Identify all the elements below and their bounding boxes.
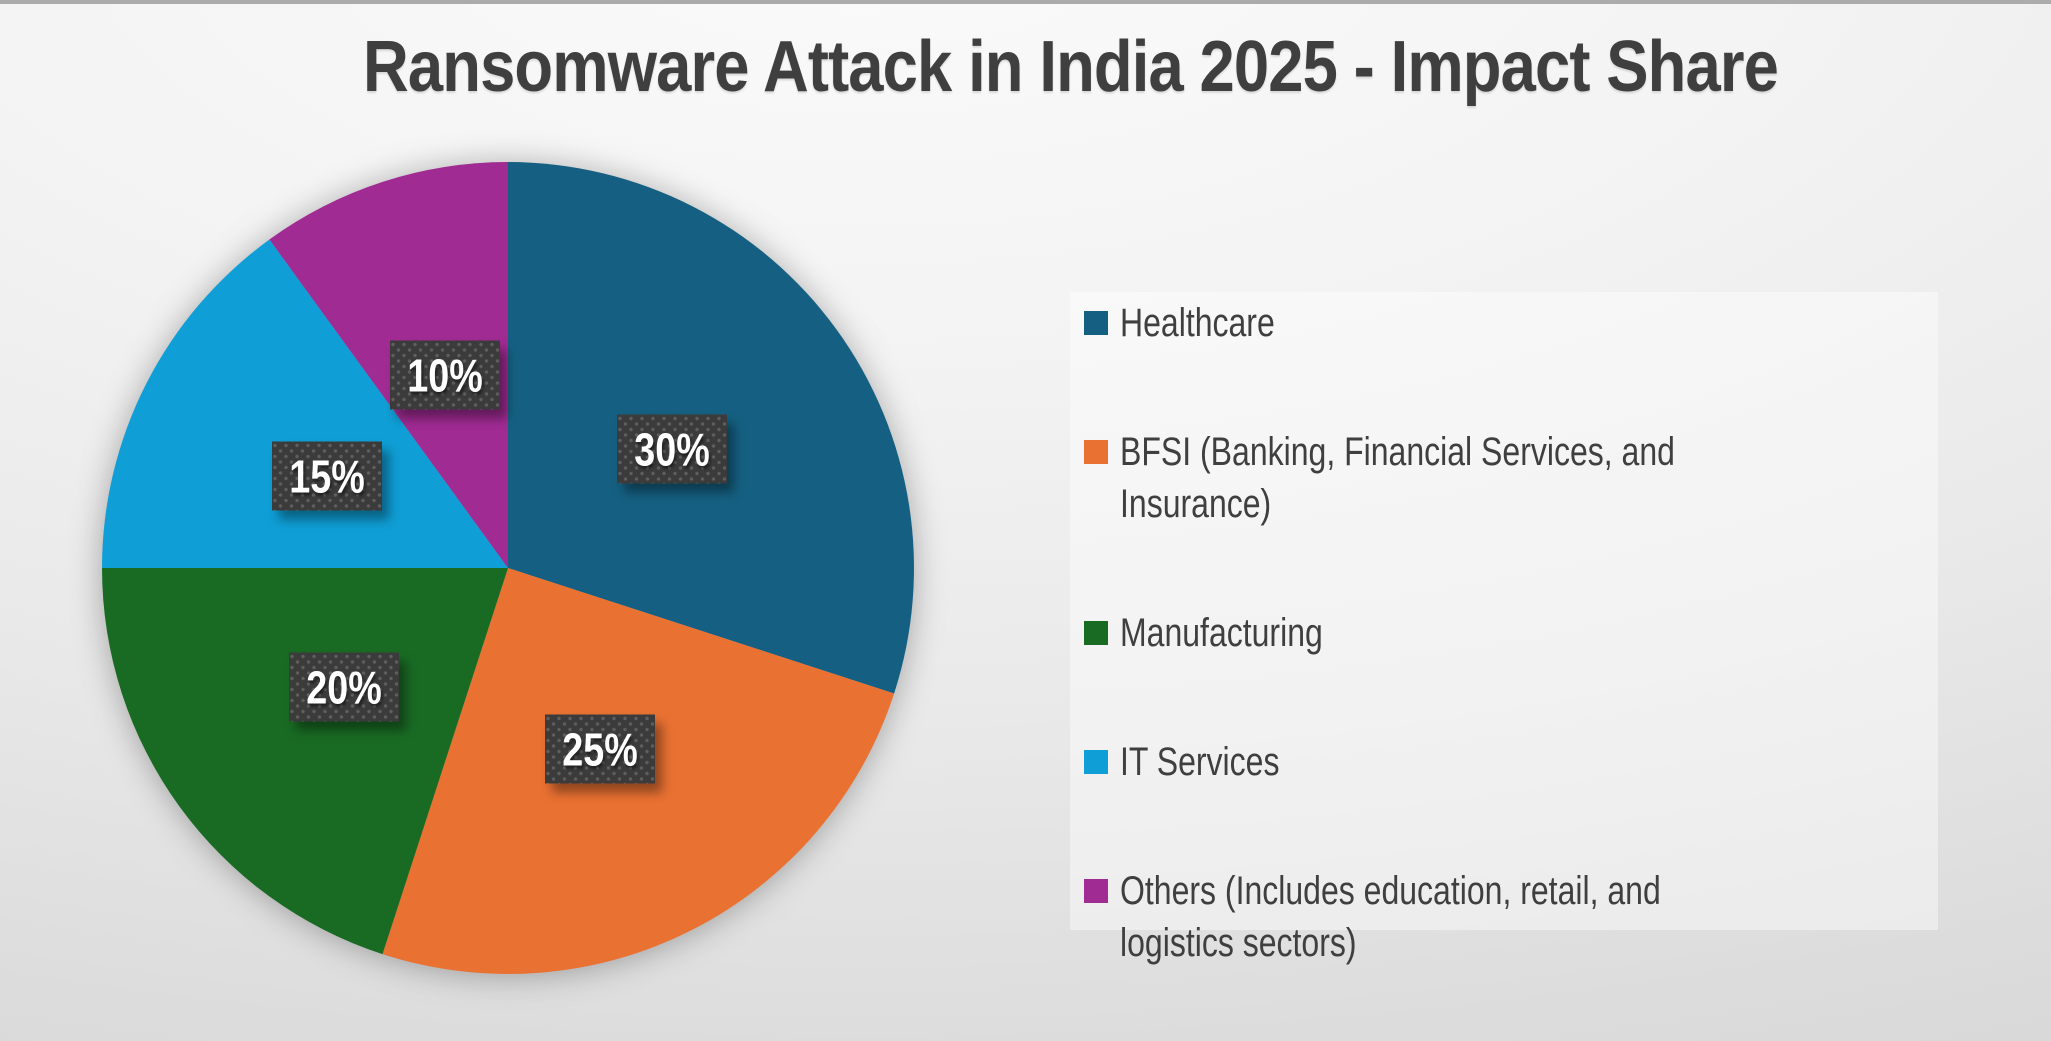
- pie-data-label-text: 25%: [562, 723, 638, 775]
- legend-item-4: Others (Includes education, retail, and …: [1084, 865, 1938, 969]
- window-top-strip: [0, 0, 2051, 4]
- legend-label: IT Services: [1120, 740, 1280, 784]
- pie-data-label-2: 20%: [289, 652, 399, 722]
- legend-label: Others (Includes education, retail, and …: [1120, 869, 1661, 965]
- pie-data-label-0: 30%: [617, 414, 727, 484]
- legend-items: Healthcare BFSI (Banking, Financial Servi…: [1084, 297, 1938, 969]
- chart-title: Ransomware Attack in India 2025 - Impact…: [363, 27, 1779, 107]
- legend-swatch-icon: [1084, 879, 1108, 903]
- legend-label: Manufacturing: [1120, 611, 1323, 655]
- legend-swatch-icon: [1084, 621, 1108, 645]
- legend-item-2: Manufacturing: [1084, 607, 1938, 659]
- pie-data-label-text: 10%: [407, 349, 483, 401]
- legend-swatch-icon: [1084, 311, 1108, 335]
- pie-data-label-3: 15%: [272, 441, 382, 511]
- pie-data-label-text: 20%: [306, 661, 382, 713]
- legend-swatch-icon: [1084, 440, 1108, 464]
- pie-data-label-text: 15%: [289, 450, 365, 502]
- legend-item-3: IT Services: [1084, 736, 1938, 788]
- pie-data-label-1: 25%: [545, 714, 655, 784]
- legend-label: BFSI (Banking, Financial Services, and I…: [1120, 430, 1675, 526]
- legend: Healthcare BFSI (Banking, Financial Servi…: [1070, 292, 1938, 965]
- pie-data-label-4: 10%: [390, 340, 500, 410]
- pie-data-label-text: 30%: [634, 423, 710, 475]
- legend-item-1: BFSI (Banking, Financial Services, and I…: [1084, 426, 1938, 530]
- legend-label: Healthcare: [1120, 301, 1275, 345]
- legend-swatch-icon: [1084, 750, 1108, 774]
- legend-item-0: Healthcare: [1084, 297, 1938, 349]
